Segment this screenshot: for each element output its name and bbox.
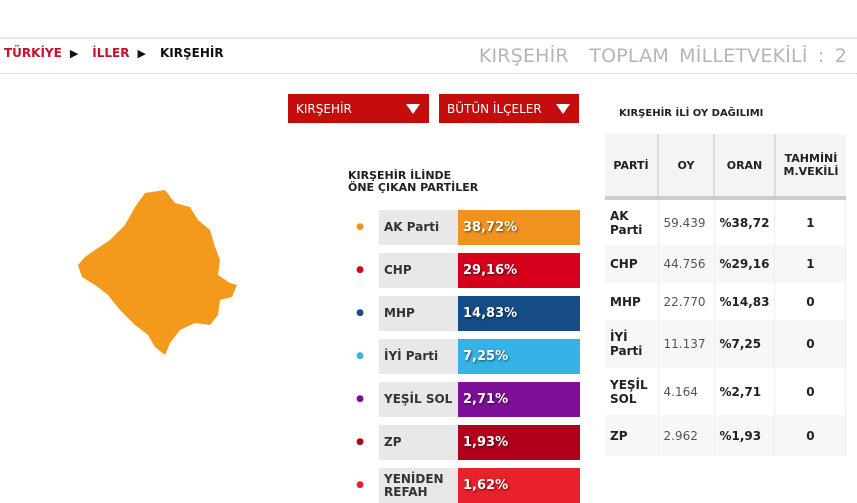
table-row: ZP 2.962 %1,93 0 xyxy=(605,415,847,456)
party-name: MHP xyxy=(379,296,459,331)
party-row: ● İYİ Parti 7,25% xyxy=(345,339,580,374)
province-select[interactable]: KIRŞEHİR xyxy=(288,94,429,123)
party-name: CHP xyxy=(379,253,459,288)
party-name: ZP xyxy=(379,425,459,460)
party-name: YEŞİL SOL xyxy=(379,382,459,417)
table-title: KIRŞEHİR İLİ OY DAĞILIMI xyxy=(619,108,764,119)
breadcrumb-turkiye[interactable]: TÜRKİYE xyxy=(4,46,62,60)
cell: YEŞİL SOL xyxy=(605,368,659,415)
cell: 59.439 xyxy=(658,198,715,245)
page-title: KIRŞEHİR TOPLAM MİLLETVEKİLİ : 2 xyxy=(478,45,847,67)
party-name: YENİDEN REFAH xyxy=(379,468,459,503)
district-select[interactable]: BÜTÜN İLÇELER xyxy=(439,94,579,123)
cell: 0 xyxy=(774,415,847,456)
party-row: ● AK Parti 38,72% xyxy=(345,210,580,245)
divider xyxy=(0,73,857,74)
breadcrumb: TÜRKİYE ▶ İLLER ▶ KIRŞEHİR xyxy=(4,46,224,60)
cell: 22.770 xyxy=(658,283,715,320)
cell: %2,71 xyxy=(714,368,776,415)
breadcrumb-current: KIRŞEHİR xyxy=(159,46,224,60)
party-row: ● ZP 1,93% xyxy=(345,425,580,460)
chevron-down-icon xyxy=(406,104,420,114)
yesil-sol-logo-icon: ● xyxy=(356,394,364,404)
party-percentage-bar: 1,93% xyxy=(458,425,580,460)
party-percentage-bar: 29,16% xyxy=(458,253,580,288)
cell: CHP xyxy=(605,245,659,283)
col-header-seats: TAHMİNİ M.VEKİLİ xyxy=(774,134,846,200)
party-percentage-bar: 1,62% xyxy=(458,468,580,503)
cell: 2.962 xyxy=(658,415,715,456)
title-line: ÖNE ÇIKAN PARTİLER xyxy=(348,181,479,194)
cell: 4.164 xyxy=(658,368,715,415)
col-header-votes: OY xyxy=(658,134,715,200)
cell: 11.137 xyxy=(658,320,715,368)
breadcrumb-iller[interactable]: İLLER xyxy=(92,46,130,60)
table-row: İYİ Parti 11.137 %7,25 0 xyxy=(605,320,847,368)
party-row: ● MHP 14,83% xyxy=(345,296,580,331)
party-percentage-bar: 14,83% xyxy=(458,296,580,331)
cell: %29,16 xyxy=(714,245,776,283)
iyi-parti-logo-icon: ● xyxy=(356,351,364,361)
cell: ZP xyxy=(605,415,659,456)
cell: 44.756 xyxy=(658,245,715,283)
cell: 1 xyxy=(774,198,847,245)
party-row: ● YEŞİL SOL 2,71% xyxy=(345,382,580,417)
cell: %38,72 xyxy=(714,198,776,245)
cell: 0 xyxy=(774,283,847,320)
zafer-partisi-logo-icon: ● xyxy=(356,437,364,447)
breadcrumb-arrow-icon: ▶ xyxy=(137,46,146,60)
breadcrumb-arrow-icon: ▶ xyxy=(69,46,79,60)
cell: AK Parti xyxy=(605,198,659,245)
party-row: ● CHP 29,16% xyxy=(345,253,580,288)
col-header-ratio: ORAN xyxy=(714,134,776,200)
party-name: AK Parti xyxy=(379,210,459,245)
table-row: MHP 22.770 %14,83 0 xyxy=(605,283,847,320)
table-row: YEŞİL SOL 4.164 %2,71 0 xyxy=(605,368,847,415)
kirsehir-map-shape[interactable] xyxy=(78,190,237,355)
cell: %7,25 xyxy=(714,320,776,368)
cell: %14,83 xyxy=(714,283,776,320)
yeniden-refah-logo-icon: ● xyxy=(356,480,364,490)
province-map[interactable] xyxy=(70,185,245,360)
party-name: İYİ Parti xyxy=(379,339,459,374)
top-divider xyxy=(0,37,857,39)
ak-parti-logo-icon: ● xyxy=(356,222,364,232)
mhp-logo-icon: ● xyxy=(356,308,364,318)
cell: %1,93 xyxy=(714,415,776,456)
cell: MHP xyxy=(605,283,659,320)
party-percentage-bar: 2,71% xyxy=(458,382,580,417)
cell: 0 xyxy=(774,368,847,415)
title-line: KIRŞEHİR İLİNDE xyxy=(348,169,452,182)
table-row: AK Parti 59.439 %38,72 1 xyxy=(605,198,847,245)
col-header-party: PARTİ xyxy=(605,134,659,200)
vote-distribution-table: PARTİ OY ORAN TAHMİNİ M.VEKİLİ AK Parti 5… xyxy=(605,134,847,456)
chevron-down-icon xyxy=(556,104,570,114)
party-row: ● YENİDEN REFAH 1,62% xyxy=(345,468,580,503)
chp-logo-icon: ● xyxy=(356,265,364,275)
cell: 1 xyxy=(774,245,847,283)
cell: İYİ Parti xyxy=(605,320,659,368)
table-row: CHP 44.756 %29,16 1 xyxy=(605,245,847,283)
province-select-value: KIRŞEHİR xyxy=(296,101,352,116)
district-select-value: BÜTÜN İLÇELER xyxy=(447,101,542,116)
leading-parties-title: KIRŞEHİR İLİNDE ÖNE ÇIKAN PARTİLER xyxy=(348,170,478,194)
party-percentage-bar: 7,25% xyxy=(458,339,580,374)
cell: 0 xyxy=(774,320,847,368)
party-percentage-bar: 38,72% xyxy=(458,210,580,245)
